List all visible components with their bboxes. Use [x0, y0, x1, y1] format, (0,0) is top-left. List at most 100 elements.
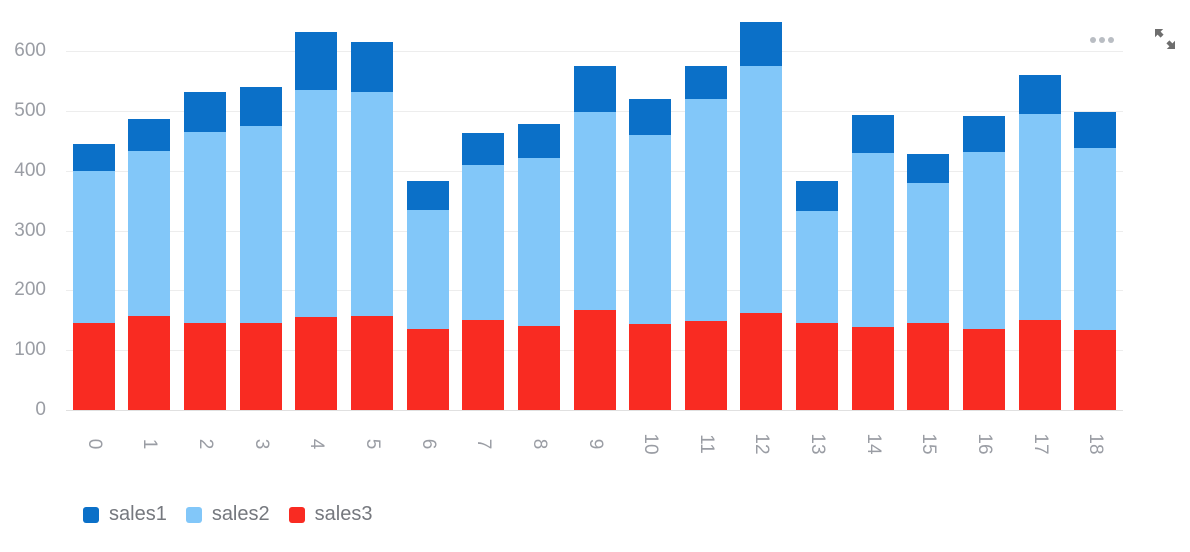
bar-segment-sales2[interactable]: [1074, 148, 1116, 330]
bar-segment-sales3[interactable]: [907, 323, 949, 410]
y-tick-label: 400: [14, 160, 46, 181]
bar-segment-sales3[interactable]: [1074, 330, 1116, 410]
bar-segment-sales2[interactable]: [1019, 114, 1061, 320]
bar-segment-sales1[interactable]: [73, 144, 115, 171]
bar-segment-sales2[interactable]: [963, 152, 1005, 329]
bar-segment-sales3[interactable]: [240, 323, 282, 410]
bar-segment-sales2[interactable]: [184, 132, 226, 323]
more-menu-icon[interactable]: [1088, 35, 1116, 45]
x-tick-label: 3: [251, 438, 272, 450]
x-tick-label: 1: [139, 438, 160, 450]
x-tick-label: 17: [1030, 433, 1051, 455]
bar-segment-sales3[interactable]: [963, 329, 1005, 410]
bar-segment-sales3[interactable]: [629, 324, 671, 410]
x-tick-label: 15: [918, 433, 939, 455]
bar-segment-sales2[interactable]: [240, 126, 282, 323]
bar-segment-sales1[interactable]: [685, 66, 727, 99]
bar-segment-sales1[interactable]: [963, 116, 1005, 152]
bar-segment-sales3[interactable]: [1019, 320, 1061, 410]
x-tick-label: 18: [1085, 433, 1106, 455]
bar-segment-sales2[interactable]: [629, 135, 671, 324]
y-tick-label: 100: [14, 339, 46, 360]
bar-segment-sales2[interactable]: [462, 165, 504, 320]
expand-resize-icon[interactable]: [1151, 25, 1179, 53]
legend-swatch: [185, 506, 202, 523]
gridline: [66, 410, 1123, 411]
x-tick-label: 2: [195, 438, 216, 450]
bar-segment-sales2[interactable]: [351, 92, 393, 316]
bar-segment-sales1[interactable]: [574, 66, 616, 112]
legend-label: sales2: [211, 503, 270, 525]
x-tick-label: 9: [585, 438, 606, 450]
bar-segment-sales1[interactable]: [240, 87, 282, 126]
bar-segment-sales2[interactable]: [907, 183, 949, 323]
y-tick-label: 500: [14, 100, 46, 121]
bar-segment-sales2[interactable]: [574, 112, 616, 310]
x-tick-label: 12: [751, 433, 772, 455]
bar-segment-sales3[interactable]: [462, 320, 504, 410]
y-tick-label: 300: [14, 220, 46, 241]
x-tick-label: 11: [696, 434, 717, 454]
dot: [1108, 37, 1114, 43]
bar-segment-sales2[interactable]: [852, 153, 894, 327]
bar-segment-sales2[interactable]: [518, 158, 560, 326]
bar-segment-sales1[interactable]: [407, 181, 449, 210]
x-tick-label: 5: [362, 438, 383, 450]
legend-label: sales3: [314, 503, 373, 525]
bar-segment-sales3[interactable]: [184, 323, 226, 410]
bar-segment-sales1[interactable]: [740, 22, 782, 66]
x-tick-label: 4: [306, 438, 327, 450]
gridline: [66, 51, 1123, 52]
x-tick-label: 8: [529, 438, 550, 450]
bar-segment-sales1[interactable]: [128, 119, 170, 151]
bar-segment-sales3[interactable]: [574, 310, 616, 410]
x-tick-label: 7: [473, 438, 494, 450]
bar-segment-sales3[interactable]: [685, 321, 727, 410]
legend-swatch: [83, 506, 99, 523]
legend-label: sales1: [109, 503, 167, 525]
x-tick-label: 14: [863, 433, 884, 455]
bar-segment-sales3[interactable]: [796, 323, 838, 410]
bar-segment-sales3[interactable]: [518, 326, 560, 410]
y-tick-label: 600: [14, 40, 46, 61]
bar-segment-sales1[interactable]: [184, 92, 226, 132]
bar-segment-sales1[interactable]: [907, 154, 949, 183]
bar-segment-sales2[interactable]: [740, 66, 782, 313]
bar-segment-sales1[interactable]: [462, 133, 504, 165]
bar-segment-sales3[interactable]: [73, 323, 115, 410]
bar-segment-sales3[interactable]: [740, 313, 782, 410]
bar-segment-sales3[interactable]: [351, 316, 393, 410]
bar-segment-sales1[interactable]: [796, 181, 838, 211]
x-tick-label: 6: [418, 438, 439, 450]
legend-item-sales2[interactable]: sales2: [185, 503, 270, 526]
bar-segment-sales2[interactable]: [128, 151, 170, 316]
dot: [1090, 37, 1096, 43]
bar-segment-sales2[interactable]: [73, 171, 115, 323]
bar-segment-sales3[interactable]: [128, 316, 170, 410]
legend-item-sales1[interactable]: sales1: [83, 503, 167, 526]
bar-segment-sales1[interactable]: [629, 99, 671, 135]
bar-segment-sales3[interactable]: [407, 329, 449, 410]
x-tick-label: 10: [640, 433, 661, 455]
legend: sales1 sales2 sales3: [83, 503, 372, 526]
bar-segment-sales2[interactable]: [685, 99, 727, 321]
bar-segment-sales2[interactable]: [295, 90, 337, 317]
bar-segment-sales2[interactable]: [796, 211, 838, 323]
bar-segment-sales1[interactable]: [1074, 112, 1116, 148]
x-tick-label: 13: [807, 433, 828, 455]
bar-segment-sales3[interactable]: [295, 317, 337, 410]
bar-segment-sales3[interactable]: [852, 327, 894, 410]
bar-segment-sales1[interactable]: [1019, 75, 1061, 114]
legend-item-sales3[interactable]: sales3: [288, 503, 373, 526]
x-tick-label: 16: [974, 433, 995, 455]
dot: [1099, 37, 1105, 43]
bar-segment-sales1[interactable]: [852, 115, 894, 153]
bar-segment-sales2[interactable]: [407, 210, 449, 329]
bar-segment-sales1[interactable]: [518, 124, 560, 158]
x-tick-label: 0: [84, 438, 105, 450]
legend-swatch: [288, 506, 305, 523]
bar-segment-sales1[interactable]: [295, 32, 337, 90]
y-tick-label: 200: [14, 279, 46, 300]
bar-segment-sales1[interactable]: [351, 42, 393, 92]
